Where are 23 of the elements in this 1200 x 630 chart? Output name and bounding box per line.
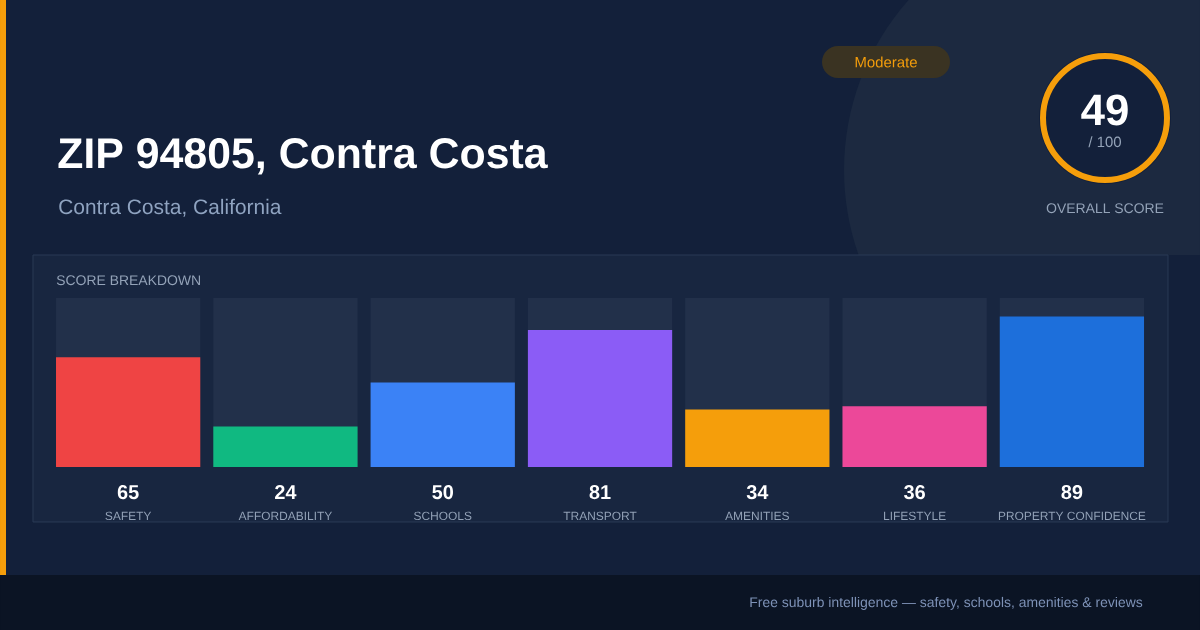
x-tick-label: AFFORDABILITY xyxy=(238,511,332,521)
text: 49 xyxy=(1081,94,1128,126)
x-tick-label: TRANSPORT xyxy=(563,511,637,521)
bar xyxy=(213,426,358,467)
x-tick-label: SCHOOLS xyxy=(414,511,472,521)
text: SCORE BREAKDOWN xyxy=(56,275,200,286)
text: Moderate xyxy=(855,56,917,68)
x-tick-label: PROPERTY CONFIDENCE xyxy=(998,511,1146,521)
text: Free suburb intelligence — safety, schools, amenities & reviews xyxy=(750,596,1143,610)
data-label: 50 xyxy=(432,485,453,500)
chart-title: ZIP 94805, Contra Costa xyxy=(58,138,548,175)
chart-subtitle: Contra Costa, California xyxy=(59,198,282,217)
data-label: 34 xyxy=(746,485,769,500)
data-label: 65 xyxy=(117,485,139,500)
data-label: 89 xyxy=(1061,485,1083,500)
x-tick-label: SAFETY xyxy=(105,511,152,521)
x-tick-label: LIFESTYLE xyxy=(884,511,946,521)
data-label: 81 xyxy=(589,485,611,500)
x-tick-label: AMENITIES xyxy=(725,511,789,521)
data-label: 24 xyxy=(275,485,297,499)
data-label: 36 xyxy=(903,485,925,500)
text: OVERALL SCORE xyxy=(1046,203,1164,214)
text: / 100 xyxy=(1088,136,1122,148)
